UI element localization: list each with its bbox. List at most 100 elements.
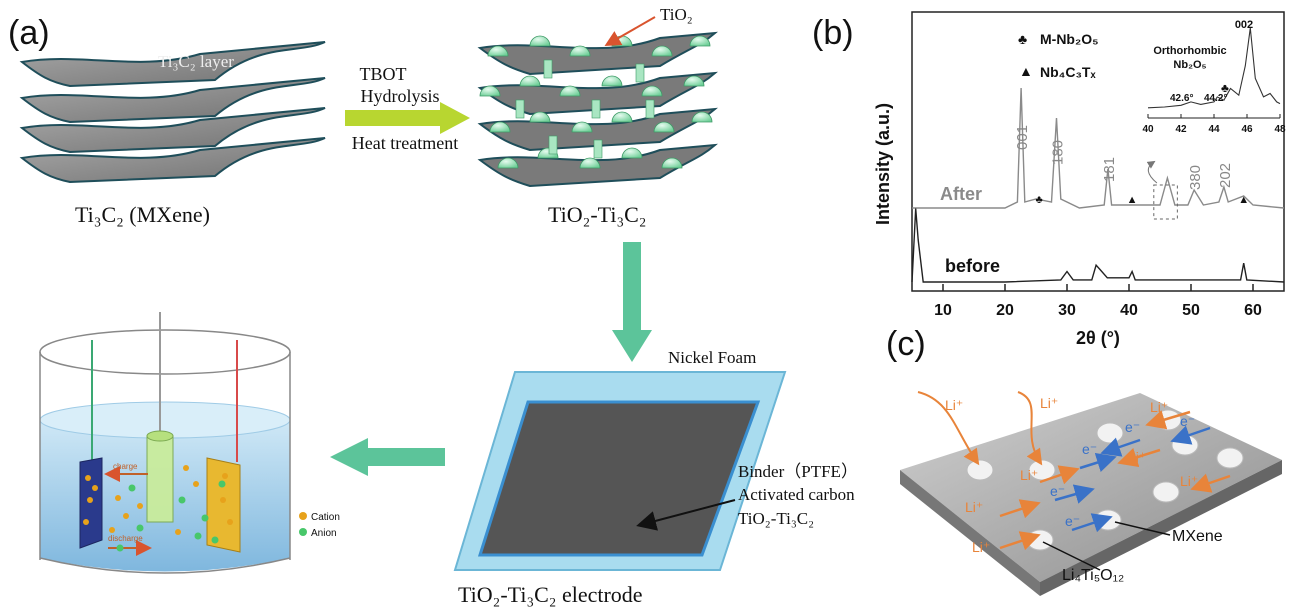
electrochemical-cell: charge discharge <box>39 312 291 574</box>
anion-dot <box>201 514 209 522</box>
tio2-particle <box>569 45 591 57</box>
inset-tick-label: 44 <box>1208 124 1220 135</box>
lto-particle <box>1152 481 1180 503</box>
anion-dot <box>136 524 144 532</box>
li-arrow <box>999 499 1041 519</box>
tio2-particle <box>559 85 581 97</box>
legend-m-symbol: ♣ <box>1018 31 1027 47</box>
tio2-pillar <box>548 135 558 155</box>
x-axis-label: 2θ (°) <box>1076 328 1120 348</box>
li-arrow <box>1117 447 1161 468</box>
e-arrow <box>1071 513 1113 533</box>
li-ion-label: Li⁺ <box>1180 473 1198 489</box>
zoom-arrow <box>1146 160 1158 184</box>
process-heat: Heat treatment <box>352 133 458 153</box>
process-tbot: TBOT <box>360 64 407 84</box>
tio2-particle <box>611 111 633 123</box>
cation-dot <box>123 513 129 519</box>
ions <box>83 465 233 552</box>
mxene-sheet <box>19 77 326 124</box>
inset-tick-label: 42 <box>1175 124 1187 135</box>
peak-label: 380 <box>1187 165 1204 190</box>
lto-particle <box>1216 447 1244 469</box>
mxene-sheet <box>19 41 326 88</box>
lto-pointer <box>1042 541 1101 571</box>
tio2-particle <box>661 157 683 169</box>
series-line-after <box>912 87 1285 209</box>
e-arrow <box>1079 452 1117 473</box>
panel-c-label: (c) <box>886 325 926 363</box>
cation-dot <box>222 473 228 479</box>
anion-dot <box>194 532 202 540</box>
nickel-foam-label: Nickel Foam <box>668 348 756 367</box>
peak-label: 180 <box>1049 140 1066 165</box>
lto-particle <box>1096 422 1124 444</box>
legend-nb-symbol: ▲ <box>1019 63 1033 79</box>
cation-dot <box>87 497 93 503</box>
anion-key: Anion <box>311 528 337 539</box>
cation-dot <box>115 495 121 501</box>
inset-peak-002: 002 <box>1235 19 1253 31</box>
electrode-material-label: TiO₂-Ti₃C₂ <box>738 509 814 528</box>
li-ion-label: Li⁺ <box>1020 467 1038 483</box>
anion-dot <box>218 480 226 488</box>
x-tick-label: 60 <box>1244 302 1262 319</box>
mxene-stack <box>19 41 326 184</box>
slab-top <box>900 393 1282 582</box>
electrode-left <box>79 457 103 549</box>
x-tick-label: 50 <box>1182 302 1200 319</box>
cation-dot <box>227 519 233 525</box>
x-tick-label: 20 <box>996 302 1014 319</box>
tio2-particle <box>651 45 673 57</box>
series-line-before <box>911 208 1285 283</box>
li-arrow <box>1190 473 1231 493</box>
tio2-particle <box>601 75 623 87</box>
material-pointer <box>636 499 736 531</box>
tio2-particle <box>529 35 551 47</box>
reference-electrode <box>146 435 174 523</box>
electrode-caption: TiO₂-Ti₃C₂ electrode <box>458 582 643 607</box>
li-ion-label: Li⁺ <box>1040 395 1058 411</box>
mxene-caption: Ti₃C₂ (MXene) <box>75 202 210 227</box>
peak-label: 202 <box>1217 163 1234 188</box>
peak-marker: ♣ <box>1035 194 1042 206</box>
y-axis-label: Intensity (a.u.) <box>873 103 893 225</box>
electron-label: e⁻ <box>1050 483 1065 499</box>
composite-caption: TiO₂-Ti₃C₂ <box>548 202 646 227</box>
beaker-rim <box>39 329 291 375</box>
tio2-pillar <box>543 59 553 79</box>
panel-a-label: (a) <box>8 14 50 52</box>
tio2-pillar <box>515 99 525 119</box>
x-tick-label: 40 <box>1120 302 1138 319</box>
tio2-particle <box>621 147 643 159</box>
activated-carbon-label: Activated carbon <box>738 485 855 504</box>
inset-peak-442: 44.2° <box>1204 93 1227 104</box>
li-flux-arrow <box>917 391 980 466</box>
legend-nb4c3tx: Nb₄C₃Tₓ <box>1040 64 1096 80</box>
xrd-chart: 10 20 30 40 50 60 001 180 181 380 202 ♣ ▲ ▲ <box>911 11 1285 319</box>
peak-marker: ▲ <box>1127 194 1138 206</box>
tio2-pillar <box>645 99 655 119</box>
lto-particle <box>1171 434 1199 456</box>
li-flux-arrow <box>1017 391 1043 466</box>
anion-dot <box>211 536 219 544</box>
tio2-particle <box>579 157 601 169</box>
inset-title-2: Nb₂O₅ <box>1173 59 1206 71</box>
e-arrow <box>1054 484 1095 504</box>
composite-sheet <box>477 71 719 116</box>
inset-peak-426: 42.6° <box>1170 93 1193 104</box>
tio2-particle <box>479 85 501 97</box>
inset-series-line <box>1147 27 1281 109</box>
tio2-particle <box>691 111 713 123</box>
inset-club-symbol: ♣ <box>1221 81 1229 95</box>
tio2-particle <box>571 121 593 133</box>
tio2-particle <box>641 85 663 97</box>
lto-label: Li₄Ti₅O₁₂ <box>1062 567 1124 584</box>
li-arrow <box>1039 465 1080 485</box>
cation-dot <box>193 481 199 487</box>
li-ion-label: Li⁺ <box>1128 449 1146 465</box>
tio2-pointer <box>604 16 656 46</box>
tio2-particle <box>519 75 541 87</box>
mxene-sheet <box>19 107 326 154</box>
